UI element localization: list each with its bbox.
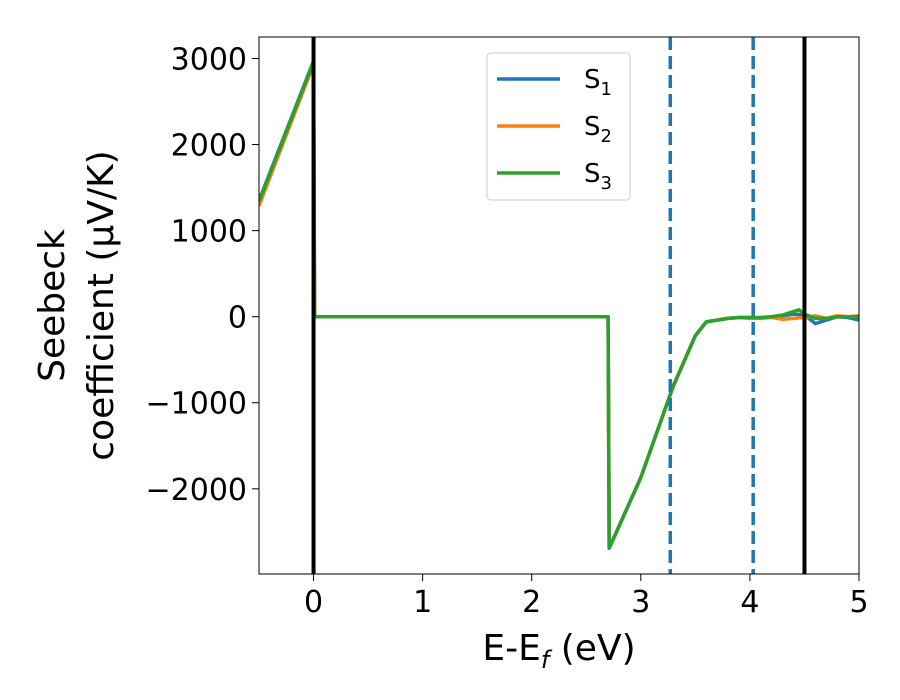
- x-axis-label-unit: (eV): [549, 628, 635, 669]
- vertical-reference-lines: [311, 37, 807, 574]
- y-axis-label-line2: coefficient (μV/K): [81, 150, 122, 460]
- x-tick-label: 3: [631, 585, 650, 620]
- y-tick-label: 3000: [171, 43, 247, 78]
- y-tick-label: −2000: [146, 473, 247, 508]
- x-axis: 0 1 2 3 4 5: [304, 574, 869, 620]
- y-tick-label: 2000: [171, 129, 247, 164]
- x-axis-label-main: E-E: [482, 628, 540, 669]
- y-tick-label: 1000: [171, 215, 247, 250]
- y-axis-label-line1: Seebeck: [32, 229, 73, 382]
- plot-area: [259, 59, 859, 550]
- x-axis-label: E-Ef (eV): [482, 628, 635, 674]
- y-axis: −2000 −1000 0 1000 2000 3000: [146, 43, 259, 508]
- plot-frame: [258, 36, 860, 575]
- x-tick-label: 2: [522, 585, 541, 620]
- y-tick-label: 0: [228, 301, 247, 336]
- x-tick-label: 4: [740, 585, 759, 620]
- x-tick-label: 5: [849, 585, 868, 620]
- x-tick-label: 0: [304, 585, 323, 620]
- legend: S1 S2 S3: [486, 52, 631, 201]
- series-line-3: [259, 60, 859, 550]
- legend-label-3: S3: [584, 159, 612, 194]
- y-axis-label: Seebeck coefficient (μV/K): [32, 150, 122, 460]
- legend-label-1: S1: [584, 65, 612, 100]
- x-tick-label: 1: [413, 585, 432, 620]
- y-tick-label: −1000: [146, 387, 247, 422]
- legend-label-2: S2: [584, 112, 612, 147]
